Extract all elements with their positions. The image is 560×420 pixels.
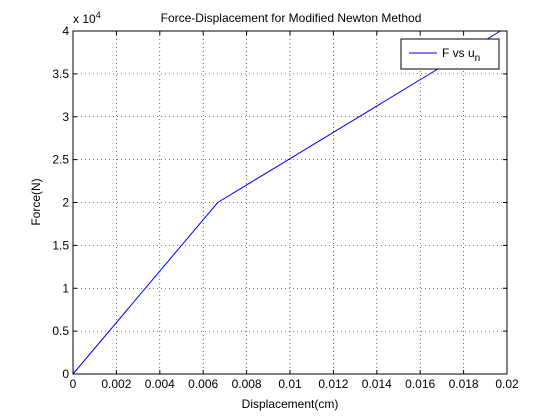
x-tick-label: 0.004 <box>145 377 175 391</box>
x-tick-label: 0.02 <box>495 377 519 391</box>
x-tick-label: 0.016 <box>405 377 435 391</box>
x-tick-label: 0.006 <box>188 377 218 391</box>
legend-box <box>400 38 500 70</box>
x-tick-label: 0.014 <box>362 377 392 391</box>
x-tick-label: 0.002 <box>101 377 131 391</box>
y-tick-label: 0.5 <box>52 324 69 338</box>
y-tick-label: 2.5 <box>52 153 69 167</box>
x-tick-label: 0.008 <box>232 377 262 391</box>
x-tick-label: 0.012 <box>318 377 348 391</box>
chart-title: Force-Displacement for Modified Newton M… <box>161 11 422 25</box>
legend-label: F vs un <box>442 46 480 64</box>
x-tick-labels: 0 0.002 0.004 0.006 0.008 0.01 0.012 0.014 0.016… <box>70 377 519 391</box>
y-tick-label: 1 <box>62 281 69 295</box>
x-axis-label: Displacement(cm) <box>242 397 339 411</box>
y-tick-label: 4 <box>62 24 69 38</box>
y-tick-label: 3 <box>62 110 69 124</box>
y-tick-label: 0 <box>62 367 69 381</box>
y-tick-label: 2 <box>62 196 69 210</box>
y-axis-exponent: x 104 <box>73 10 101 26</box>
grid <box>73 31 507 374</box>
x-tick-label: 0.01 <box>278 377 302 391</box>
x-tick-label: 0.018 <box>449 377 479 391</box>
plot-frame <box>72 30 508 375</box>
y-tick-label: 3.5 <box>52 67 69 81</box>
y-tick-labels: 0 0.5 1 1.5 2 2.5 3 3.5 4 <box>52 24 69 381</box>
series-line <box>72 30 501 375</box>
y-axis-label: Force(N) <box>29 178 43 225</box>
y-tick-label: 1.5 <box>52 238 69 252</box>
x-tick-label: 0 <box>70 377 77 391</box>
legend: F vs un <box>400 38 500 70</box>
series-layer <box>72 30 501 375</box>
